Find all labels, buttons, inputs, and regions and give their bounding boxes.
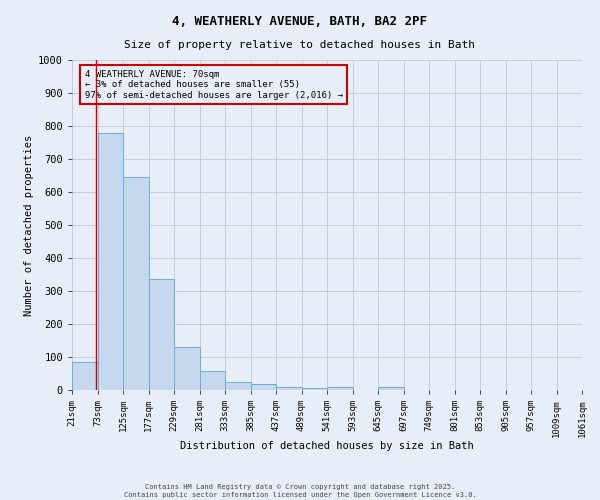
Bar: [199, 371, 225, 390]
Bar: [123, 177, 149, 390]
Bar: [378, 388, 404, 390]
Text: 4 WEATHERLY AVENUE: 70sqm
← 3% of detached houses are smaller (55)
97% of semi-d: 4 WEATHERLY AVENUE: 70sqm ← 3% of detach…: [85, 70, 343, 100]
Bar: [327, 388, 353, 390]
Bar: [302, 388, 327, 390]
Text: 4, WEATHERLY AVENUE, BATH, BA2 2PF: 4, WEATHERLY AVENUE, BATH, BA2 2PF: [173, 15, 427, 28]
Bar: [225, 382, 251, 390]
Text: Size of property relative to detached houses in Bath: Size of property relative to detached ho…: [125, 40, 476, 50]
Bar: [72, 362, 97, 390]
Bar: [276, 388, 302, 390]
Text: Contains HM Land Registry data © Crown copyright and database right 2025.
Contai: Contains HM Land Registry data © Crown c…: [124, 484, 476, 498]
Bar: [149, 280, 174, 390]
Bar: [97, 132, 123, 390]
X-axis label: Distribution of detached houses by size in Bath: Distribution of detached houses by size …: [180, 441, 474, 451]
Bar: [174, 347, 199, 390]
Bar: [251, 384, 276, 390]
Y-axis label: Number of detached properties: Number of detached properties: [24, 134, 34, 316]
